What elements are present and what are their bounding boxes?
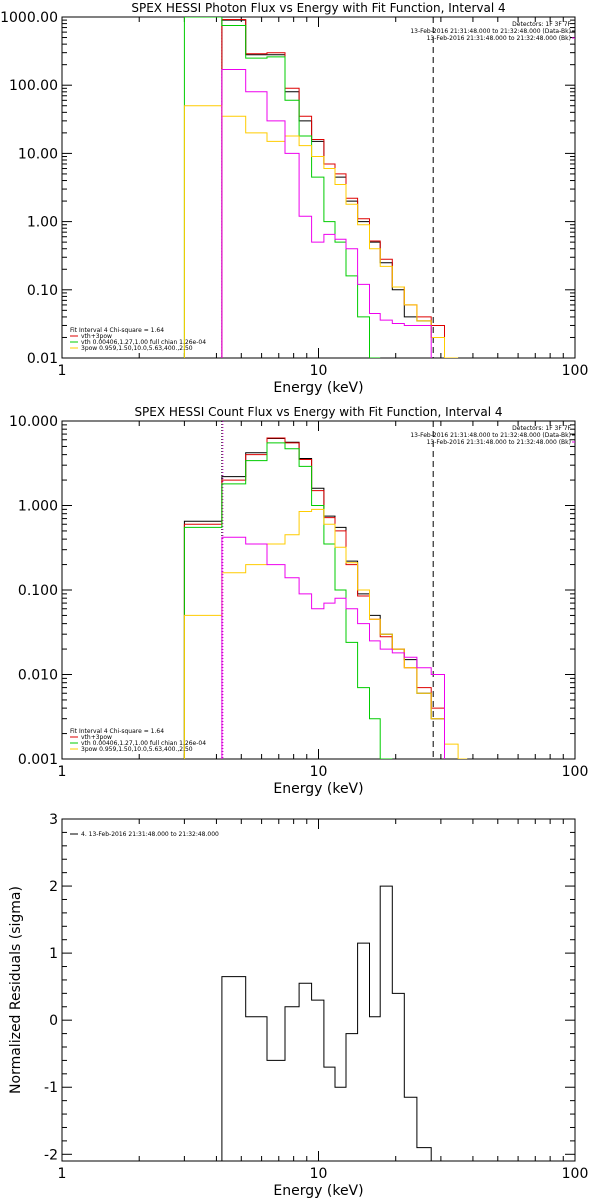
plot-frame: [61, 16, 576, 359]
x-tick-label: 10: [310, 363, 328, 379]
x-axis-label: Energy (keV): [273, 781, 363, 797]
legend-item: 3pow 0.959,1.50,10.0,5.63,400.,2.50: [81, 746, 193, 753]
info-text: 13-Feb-2016 21:31:48.000 to 21:32:48.000…: [410, 432, 571, 439]
x-tick-label: 100: [562, 764, 589, 780]
y-tick-label: 1: [49, 946, 58, 962]
series-line-2: [183, 442, 393, 759]
series-line-3: [183, 508, 468, 759]
x-tick-label: 10: [310, 764, 328, 780]
series-line-1: [183, 437, 445, 759]
plot-frame: [61, 420, 576, 760]
x-tick-label: 1: [58, 764, 67, 780]
legend-item: 4. 13-Feb-2016 21:31:48.000 to 21:32:48.…: [81, 831, 219, 838]
y-tick-label: 0: [49, 1013, 58, 1029]
series-group: [183, 17, 459, 358]
legend-item: 3pow 0.959,1.50,10.0,5.63,400.,2.50: [81, 345, 193, 352]
series-line-4: [221, 536, 445, 759]
y-tick-label: 0.100: [18, 583, 58, 599]
series-line-0: [183, 438, 445, 759]
series-line-0: [221, 19, 445, 358]
series-line-3: [183, 105, 459, 358]
series-line-2: [183, 17, 381, 358]
info-text: Detectors: 1F 3F 7F: [512, 425, 571, 432]
series-line-1: [221, 19, 445, 358]
y-tick-label: 0.01: [27, 351, 58, 367]
y-tick-label: 1.00: [27, 215, 58, 231]
chart-title: SPEX HESSI Photon Flux vs Energy with Fi…: [131, 1, 505, 15]
series-line-4: [221, 69, 432, 358]
y-tick-label: 1000.00: [0, 10, 58, 26]
info-text: 13-Feb-2016 21:31:48.000 to 21:32:48.000…: [427, 35, 571, 42]
legend-item: Fit Interval 4 Chi-square = 1.64: [70, 728, 164, 735]
legend-item: vth 0.00406,1.27,1.00 full chian 1.26e-0…: [81, 740, 206, 747]
y-tick-label: 1.000: [18, 499, 58, 515]
series-line-0: [221, 885, 432, 1161]
legend-item: Fit Interval 4 Chi-square = 1.64: [70, 327, 164, 334]
x-tick-label: 100: [562, 1166, 589, 1182]
residual-panel: 1 10 100 -2 -1 0 1 2 3 Energy (keV) Normalized Res…: [8, 812, 588, 1199]
legend-item: vth+3pow: [81, 734, 112, 741]
x-tick-label: 10: [310, 1166, 328, 1182]
y-tick-label: -1: [44, 1080, 58, 1096]
legend-item: vth+3pow: [81, 333, 112, 340]
x-tick-label: 100: [562, 363, 589, 379]
y-tick-label: 0.010: [18, 668, 58, 684]
series-group: [183, 437, 468, 759]
x-axis-label: Energy (keV): [273, 380, 363, 396]
y-tick-label: 0.001: [18, 752, 58, 768]
plot-frame: [61, 818, 576, 1162]
photon-panel: SPEX HESSI Photon Flux vs Energy with Fi…: [0, 1, 588, 396]
y-axis-label: Normalized Residuals (sigma): [8, 886, 24, 1094]
y-tick-label: -2: [44, 1147, 58, 1163]
x-tick-label: 1: [58, 363, 67, 379]
y-tick-label: 0.10: [27, 283, 58, 299]
x-tick-label: 1: [58, 1166, 67, 1182]
x-axis-label: Energy (keV): [273, 1183, 363, 1199]
series-group: [221, 885, 432, 1161]
y-tick-label: 10.00: [18, 146, 58, 162]
info-text: 13-Feb-2016 21:31:48.000 to 21:32:48.000…: [410, 28, 571, 35]
legend-item: vth 0.00406,1.27,1.00 full chian 1.26e-0…: [81, 339, 206, 346]
y-tick-label: 10.000: [9, 414, 58, 430]
info-text: Detectors: 1F 3F 7F: [512, 21, 571, 28]
count-panel: SPEX HESSI Count Flux vs Energy with Fit…: [9, 405, 588, 797]
info-text: 13-Feb-2016 21:31:48.000 to 21:32:48.000…: [427, 439, 571, 446]
y-tick-label: 3: [49, 812, 58, 828]
y-tick-label: 100.00: [9, 78, 58, 94]
y-tick-label: 2: [49, 879, 58, 895]
chart-title: SPEX HESSI Count Flux vs Energy with Fit…: [134, 405, 502, 419]
